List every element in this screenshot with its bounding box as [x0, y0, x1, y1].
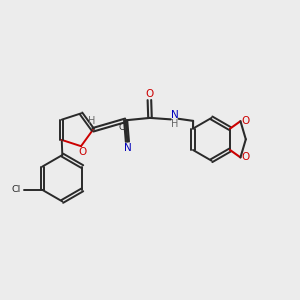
Text: N: N — [124, 142, 132, 153]
Text: O: O — [78, 146, 86, 157]
Text: O: O — [242, 152, 250, 162]
Text: H: H — [171, 118, 179, 128]
Text: H: H — [88, 116, 95, 127]
Text: N: N — [171, 110, 179, 120]
Text: O: O — [242, 116, 250, 126]
Text: O: O — [145, 89, 154, 99]
Text: Cl: Cl — [11, 185, 21, 194]
Text: C: C — [118, 123, 124, 132]
